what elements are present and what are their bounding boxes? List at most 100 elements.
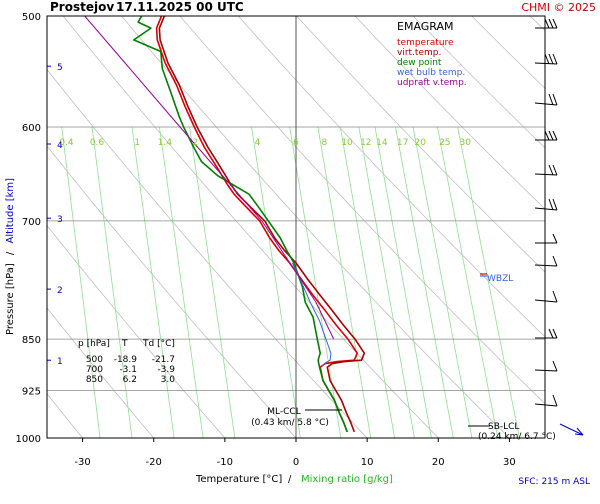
wind-barb <box>535 130 558 141</box>
y-axis-label-separator: / <box>5 251 16 255</box>
wind-barb-flag <box>548 53 554 65</box>
altitude-tick-label: 1 <box>57 357 63 367</box>
dry-adiabat-line <box>47 224 226 438</box>
altitude-tick-label: 4 <box>57 141 63 151</box>
surface-wind-arrow <box>559 423 584 436</box>
dry-adiabat-line <box>47 307 155 438</box>
dry-adiabat-line <box>62 16 439 438</box>
mixing-ratio-line <box>91 126 133 438</box>
wind-barb <box>535 18 558 29</box>
info-row-700-td: -3.9 <box>157 365 175 375</box>
legend-title: EMAGRAM <box>397 20 454 33</box>
legend-item-updraft: udpraft v.temp. <box>397 78 467 88</box>
surface-wind-shaft <box>559 423 584 436</box>
pressure-tick-label: 925 <box>22 387 41 398</box>
altitude-tick-label: 2 <box>57 286 63 296</box>
wind-barb-flag <box>552 255 558 267</box>
mixing-ratio-label: 25 <box>439 138 450 148</box>
wind-barb <box>535 328 558 339</box>
mixing-ratio-labels: 0.4 0.6 1 1.4 2 4 6 8 10 12 14 17 20 25 30 <box>59 138 471 148</box>
ml-ccl-value: (0.43 km/ 5.8 °C) <box>251 418 329 428</box>
legend: EMAGRAM temperature virt.temp. dew point… <box>397 20 467 88</box>
pressure-tick-label: 600 <box>22 123 41 134</box>
wind-barb-flag <box>544 18 550 29</box>
info-header-p: p [hPa] <box>78 339 110 349</box>
info-row-500-p: 500 <box>86 355 103 365</box>
dry-adiabat-line <box>179 16 545 405</box>
mixing-ratio-label: 6 <box>293 138 299 148</box>
plot-frame <box>46 15 546 439</box>
mixing-ratio-lines <box>61 126 520 438</box>
mixing-ratio-line <box>395 126 454 438</box>
wind-barb-flag <box>544 53 550 65</box>
mixing-ratio-line <box>457 126 520 438</box>
y-axis-label-pressure: Pressure [hPa] <box>5 263 16 335</box>
series-wet-bulb-temp <box>291 262 332 368</box>
pressure-tick-label: 850 <box>22 335 41 346</box>
series-dew-point <box>133 16 348 433</box>
x-axis-title: Temperature [°C] / Mixing ratio [g/kg] <box>195 474 393 485</box>
legend-item-dew-point: dew point <box>397 58 442 68</box>
credit-text: CHMI © 2025 <box>521 1 596 14</box>
wbzl-label: WBZL <box>487 274 513 284</box>
mixing-ratio-line <box>289 126 342 438</box>
series-virt-temp <box>158 16 366 433</box>
mixing-ratio-line <box>339 126 395 438</box>
x-axis-label-separator: / <box>288 474 292 485</box>
info-row-500-td: -21.7 <box>152 355 175 365</box>
x-axis-label-temperature: Temperature [°C] <box>195 474 282 485</box>
wbzl-marker: WBZL <box>480 273 513 284</box>
info-row-850-td: 3.0 <box>161 375 176 385</box>
sfc-label: SFC: 215 m ASL <box>518 477 590 487</box>
mixing-ratio-label: 17 <box>397 138 408 148</box>
wind-barb-flag <box>544 130 550 141</box>
altitude-ticks: 1 2 3 4 5 <box>47 63 63 367</box>
ml-ccl-annotation: ML-CCL (0.43 km/ 5.8 °C) <box>251 407 342 428</box>
temperature-tick-label: -30 <box>74 457 90 468</box>
mixing-ratio-line <box>61 126 101 438</box>
dry-adiabat-line <box>47 68 368 438</box>
wind-barb-flag <box>548 328 554 339</box>
mixing-ratio-label: 8 <box>322 138 328 148</box>
sb-lcl-annotation: SB-LCL (0.24 km/ 6.7 °C) <box>468 422 556 442</box>
wind-barb-flag <box>552 93 558 106</box>
mixing-ratio-line <box>358 126 415 438</box>
info-row-500-t: -18.9 <box>114 355 138 365</box>
y-axis-label-altitude: Altitude [km] <box>5 178 16 244</box>
wind-barb-flag <box>552 328 558 339</box>
wind-barb <box>534 394 558 407</box>
mixing-ratio-label: 0.4 <box>59 138 74 148</box>
dry-adiabat-line <box>121 16 510 438</box>
mixing-ratio-label: 30 <box>459 138 471 148</box>
info-table: p [hPa] T Td [°C] 500 -18.9 -21.7 700 -3… <box>78 339 175 385</box>
mixing-ratio-label: 14 <box>376 138 388 148</box>
wind-barb-flag <box>552 290 558 303</box>
altitude-tick-label: 5 <box>57 63 63 73</box>
wind-barb-flag <box>548 198 554 211</box>
wind-barb <box>534 198 558 211</box>
wind-barb <box>534 93 558 106</box>
wind-barb-shaft <box>534 299 558 303</box>
x-axis-label-mixing: Mixing ratio [g/kg] <box>301 474 393 485</box>
mixing-ratio-line <box>159 126 204 438</box>
temperature-tick-label: -20 <box>146 457 162 468</box>
pressure-tick-label: 700 <box>22 217 41 228</box>
wind-barb-flag <box>552 233 558 244</box>
altitude-tick-label: 3 <box>57 215 63 225</box>
wind-barb-flag <box>552 198 558 211</box>
wind-barb-flag <box>552 360 558 372</box>
mixing-ratio-label: 0.6 <box>90 138 105 148</box>
wind-barb <box>534 164 558 176</box>
temperature-tick-label: 0 <box>293 457 299 468</box>
wind-barb-flag <box>552 53 558 65</box>
legend-item-wet-bulb: wet bulb temp. <box>397 68 465 78</box>
wind-barb-flag <box>552 394 558 407</box>
wind-barb <box>534 255 558 267</box>
dry-adiabat-line <box>238 16 545 338</box>
wind-barb-shaft <box>534 369 558 372</box>
wind-barb-flag <box>552 18 558 29</box>
pressure-tick-label: 1000 <box>16 434 41 445</box>
